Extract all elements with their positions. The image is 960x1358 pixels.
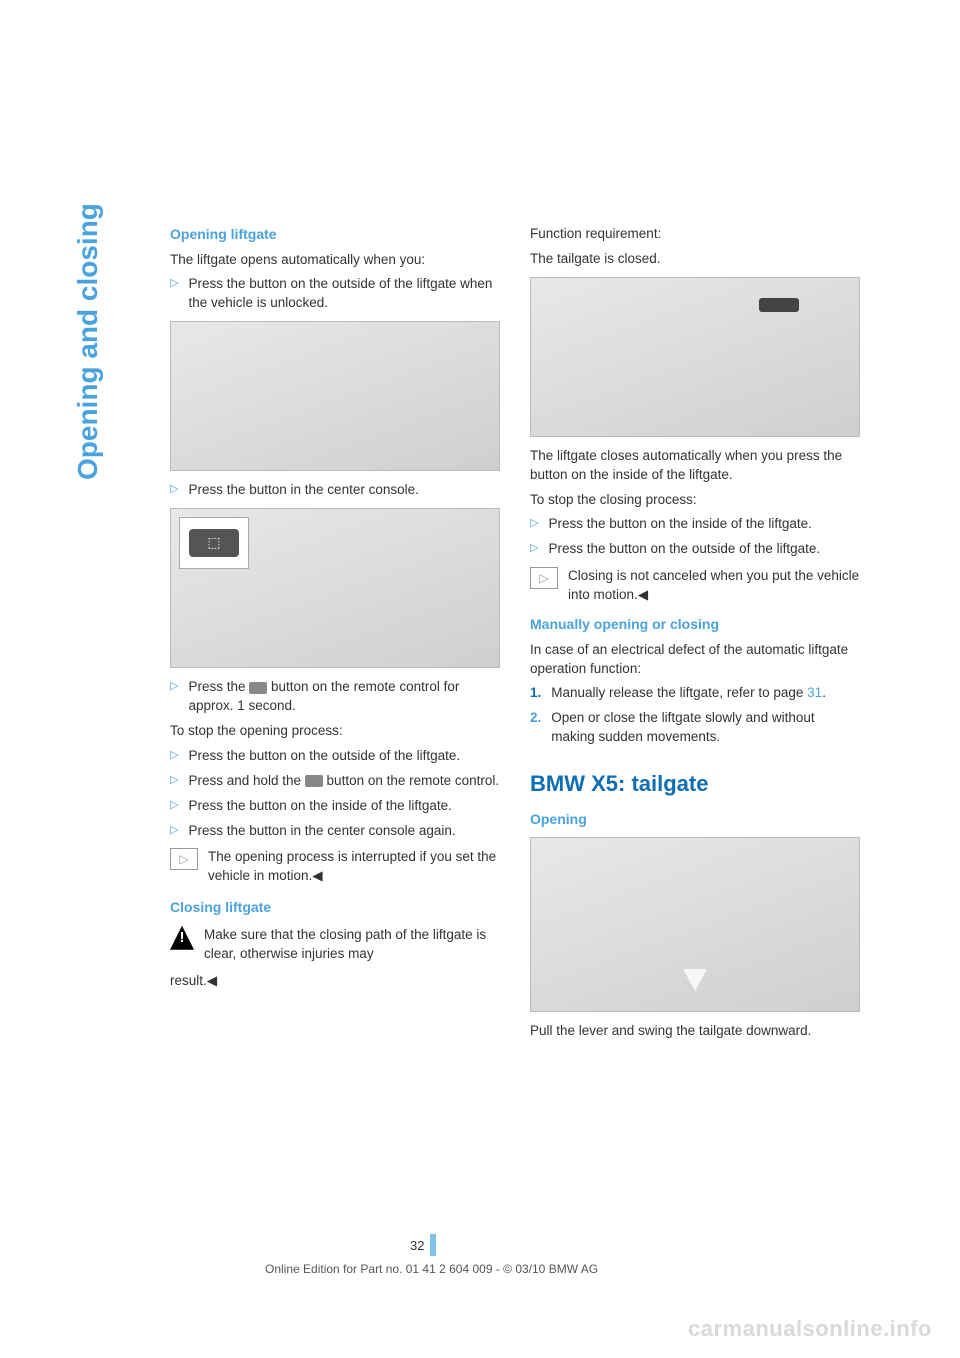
bullet-icon: ▷ — [170, 797, 178, 816]
figure-tailgate — [530, 837, 860, 1012]
text: button on the remote control. — [323, 773, 499, 788]
right-column: Function requirement: The tailgate is cl… — [530, 225, 860, 1047]
list-item: ▷ Press the button on the inside of the … — [530, 515, 860, 534]
heading-x5-tailgate: BMW X5: tailgate — [530, 769, 860, 800]
note-box: ▷ The opening process is interrupted if … — [170, 848, 500, 886]
list-text: Press the button on the outside of the l… — [188, 275, 500, 313]
list-item: ▷ Press the button on the outside of the… — [170, 275, 500, 313]
list-text: Manually release the liftgate, refer to … — [551, 684, 826, 703]
list-text: Press the button in the center console. — [188, 481, 418, 500]
warning-icon: ! — [170, 926, 194, 950]
text: Press the — [188, 679, 249, 694]
body-text: The liftgate closes automatically when y… — [530, 447, 860, 485]
page-link[interactable]: 31 — [807, 685, 822, 700]
left-column: Opening liftgate The liftgate opens auto… — [170, 225, 500, 1047]
watermark: carmanualsonline.info — [688, 1316, 932, 1342]
heading-opening: Opening — [530, 810, 860, 830]
list-text: Press the button in the center console a… — [188, 822, 455, 841]
remote-button-icon — [305, 775, 323, 787]
heading-closing-liftgate: Closing liftgate — [170, 898, 500, 918]
list-text: Press the button on the inside of the li… — [548, 515, 811, 534]
bullet-icon: ▷ — [170, 481, 178, 500]
text: Manually release the liftgate, refer to … — [551, 685, 807, 700]
list-item: 2. Open or close the liftgate slowly and… — [530, 709, 860, 747]
note-icon: ▷ — [170, 848, 198, 870]
list-text: Open or close the liftgate slowly and wi… — [551, 709, 860, 747]
list-item: 1. Manually release the liftgate, refer … — [530, 684, 860, 703]
text: . — [822, 685, 826, 700]
list-text: Press the button on the remote control f… — [188, 678, 500, 716]
figure-liftgate-interior — [530, 277, 860, 437]
page-marker — [430, 1234, 436, 1256]
list-text: Press the button on the outside of the l… — [548, 540, 820, 559]
list-item: ▷ Press and hold the button on the remot… — [170, 772, 500, 791]
bullet-icon: ▷ — [530, 540, 538, 559]
text: Press and hold the — [188, 773, 304, 788]
warning-box: ! Make sure that the closing path of the… — [170, 926, 500, 964]
body-text: Function requirement: — [530, 225, 860, 244]
bullet-icon: ▷ — [170, 747, 178, 766]
figure-liftgate-exterior — [170, 321, 500, 471]
list-item: ▷ Press the button on the remote control… — [170, 678, 500, 716]
list-text: Press the button on the inside of the li… — [188, 797, 451, 816]
body-text: To stop the closing process: — [530, 491, 860, 510]
body-text: Pull the lever and swing the tailgate do… — [530, 1022, 860, 1041]
console-inset: ⬚ — [179, 517, 249, 569]
content-area: Opening liftgate The liftgate opens auto… — [170, 225, 860, 1047]
list-item: ▷ Press the button on the outside of the… — [170, 747, 500, 766]
bullet-icon: ▷ — [170, 772, 178, 791]
list-text: Press and hold the button on the remote … — [188, 772, 499, 791]
page-number: 32 — [410, 1238, 424, 1253]
heading-opening-liftgate: Opening liftgate — [170, 225, 500, 245]
warning-text: Make sure that the closing path of the l… — [204, 926, 500, 964]
section-title: Opening and closing — [72, 203, 104, 480]
list-item: ▷ Press the button on the outside of the… — [530, 540, 860, 559]
figure-center-console: ⬚ — [170, 508, 500, 668]
list-item: ▷ Press the button on the inside of the … — [170, 797, 500, 816]
bullet-icon: ▷ — [170, 822, 178, 841]
bullet-icon: ▷ — [170, 275, 178, 313]
list-text: Press the button on the outside of the l… — [188, 747, 460, 766]
body-text: To stop the opening process: — [170, 722, 500, 741]
body-text: In case of an electrical defect of the a… — [530, 641, 860, 679]
warning-text-cont: result.◀ — [170, 972, 500, 991]
note-text: Closing is not canceled when you put the… — [568, 567, 860, 605]
list-item: ▷ Press the button in the center console… — [170, 481, 500, 500]
list-item: ▷ Press the button in the center console… — [170, 822, 500, 841]
body-text: The liftgate opens automatically when yo… — [170, 251, 500, 270]
remote-button-icon — [249, 682, 267, 694]
note-box: ▷ Closing is not canceled when you put t… — [530, 567, 860, 605]
heading-manual: Manually opening or closing — [530, 615, 860, 635]
liftgate-console-icon: ⬚ — [189, 529, 239, 557]
footer-text: Online Edition for Part no. 01 41 2 604 … — [265, 1262, 598, 1276]
bullet-icon: ▷ — [530, 515, 538, 534]
note-icon: ▷ — [530, 567, 558, 589]
note-text: The opening process is interrupted if yo… — [208, 848, 500, 886]
arrow-down-icon — [683, 969, 707, 991]
body-text: The tailgate is closed. — [530, 250, 860, 269]
bullet-icon: ▷ — [170, 678, 178, 716]
step-number: 2. — [530, 709, 541, 747]
interior-button-marker — [759, 298, 799, 312]
step-number: 1. — [530, 684, 541, 703]
